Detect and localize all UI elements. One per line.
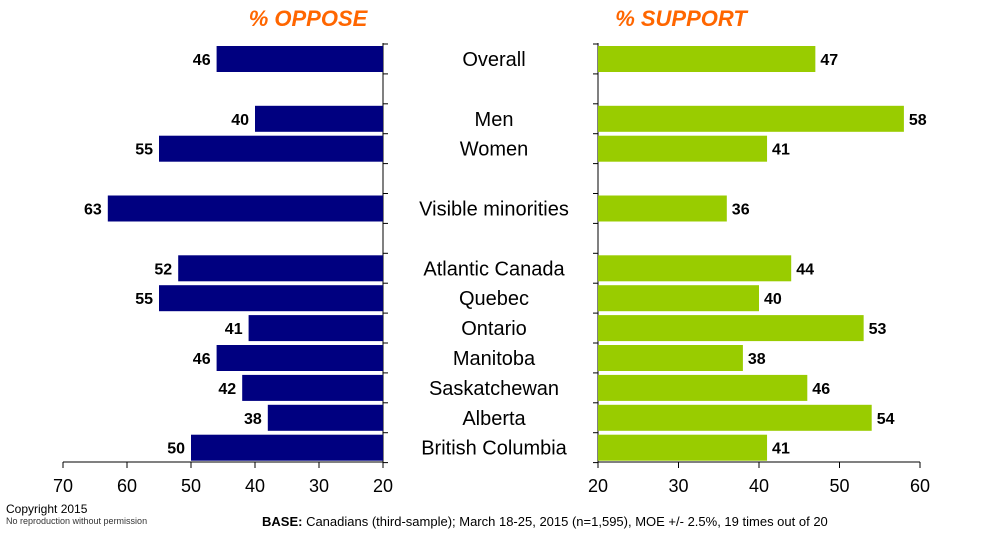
support-value-men: 58 (909, 112, 927, 129)
support-bar-visible-minorities (598, 195, 727, 222)
category-label-alberta: Alberta (462, 408, 526, 430)
oppose-bar-quebec (159, 285, 383, 312)
oppose-value-alberta: 38 (244, 411, 262, 428)
support-bar-men (598, 105, 904, 132)
support-value-overall: 47 (820, 52, 838, 69)
oppose-value-women: 55 (135, 142, 153, 159)
category-label-atlantic-canada: Atlantic Canada (423, 258, 565, 280)
oppose-tick-label: 20 (373, 476, 393, 496)
oppose-tick-label: 40 (245, 476, 265, 496)
oppose-value-saskatchewan: 42 (218, 381, 236, 398)
oppose-title: % OPPOSE (249, 6, 369, 31)
support-bar-ontario (598, 315, 864, 342)
support-value-saskatchewan: 46 (812, 381, 830, 398)
oppose-value-overall: 46 (193, 52, 211, 69)
support-tick-label: 20 (588, 476, 608, 496)
support-value-british-columbia: 41 (772, 441, 790, 458)
support-value-visible-minorities: 36 (732, 202, 750, 219)
support-value-women: 41 (772, 142, 790, 159)
oppose-value-british-columbia: 50 (167, 441, 185, 458)
support-value-ontario: 53 (869, 321, 887, 338)
support-value-alberta: 54 (877, 411, 895, 428)
oppose-tick-label: 60 (117, 476, 137, 496)
oppose-value-manitoba: 46 (193, 351, 211, 368)
support-bar-british-columbia (598, 434, 768, 461)
category-label-manitoba: Manitoba (453, 348, 536, 370)
oppose-value-men: 40 (231, 112, 249, 129)
oppose-bar-atlantic-canada (178, 255, 383, 282)
oppose-tick-label: 70 (53, 476, 73, 496)
oppose-tick-label: 30 (309, 476, 329, 496)
oppose-bar-saskatchewan (242, 374, 383, 401)
oppose-value-visible-minorities: 63 (84, 202, 102, 219)
category-label-men: Men (475, 109, 514, 131)
oppose-value-atlantic-canada: 52 (154, 261, 172, 278)
oppose-bar-alberta (267, 404, 383, 431)
support-tick-label: 60 (910, 476, 930, 496)
no-reproduction-text: No reproduction without permission (6, 516, 148, 526)
oppose-bar-manitoba (216, 345, 383, 371)
base-label: BASE: (262, 514, 303, 529)
oppose-value-quebec: 55 (135, 291, 153, 308)
base-text: Canadians (third-sample); March 18-25, 2… (302, 514, 828, 529)
oppose-bar-overall (216, 46, 383, 72)
oppose-bar-men (255, 105, 383, 132)
support-bar-quebec (598, 285, 759, 312)
category-label-british-columbia: British Columbia (421, 438, 567, 460)
support-bar-alberta (598, 404, 872, 431)
copyright-notice: Copyright 2015 No reproduction without p… (6, 502, 147, 527)
support-tick-label: 40 (749, 476, 769, 496)
oppose-bar-british-columbia (191, 434, 383, 461)
category-label-ontario: Ontario (461, 318, 527, 340)
oppose-tick-label: 50 (181, 476, 201, 496)
category-label-women: Women (460, 139, 529, 161)
support-bar-atlantic-canada (598, 255, 792, 282)
support-title: % SUPPORT (615, 6, 748, 31)
support-bar-saskatchewan (598, 374, 808, 401)
support-value-quebec: 40 (764, 291, 782, 308)
support-value-manitoba: 38 (748, 351, 766, 368)
support-tick-label: 50 (829, 476, 849, 496)
support-bar-manitoba (598, 345, 743, 371)
support-value-atlantic-canada: 44 (796, 261, 814, 278)
support-bar-overall (598, 46, 816, 72)
oppose-bar-visible-minorities (107, 195, 384, 222)
base-note: BASE: Canadians (third-sample); March 18… (262, 514, 828, 529)
oppose-bar-ontario (248, 315, 383, 342)
category-label-quebec: Quebec (459, 288, 529, 310)
oppose-bar-women (159, 135, 383, 162)
copyright-text: Copyright 2015 (6, 502, 88, 516)
category-label-overall: Overall (462, 49, 525, 71)
category-label-visible-minorities: Visible minorities (419, 199, 569, 221)
support-bar-women (598, 135, 768, 162)
category-label-saskatchewan: Saskatchewan (429, 378, 559, 400)
support-tick-label: 30 (668, 476, 688, 496)
oppose-value-ontario: 41 (225, 321, 243, 338)
